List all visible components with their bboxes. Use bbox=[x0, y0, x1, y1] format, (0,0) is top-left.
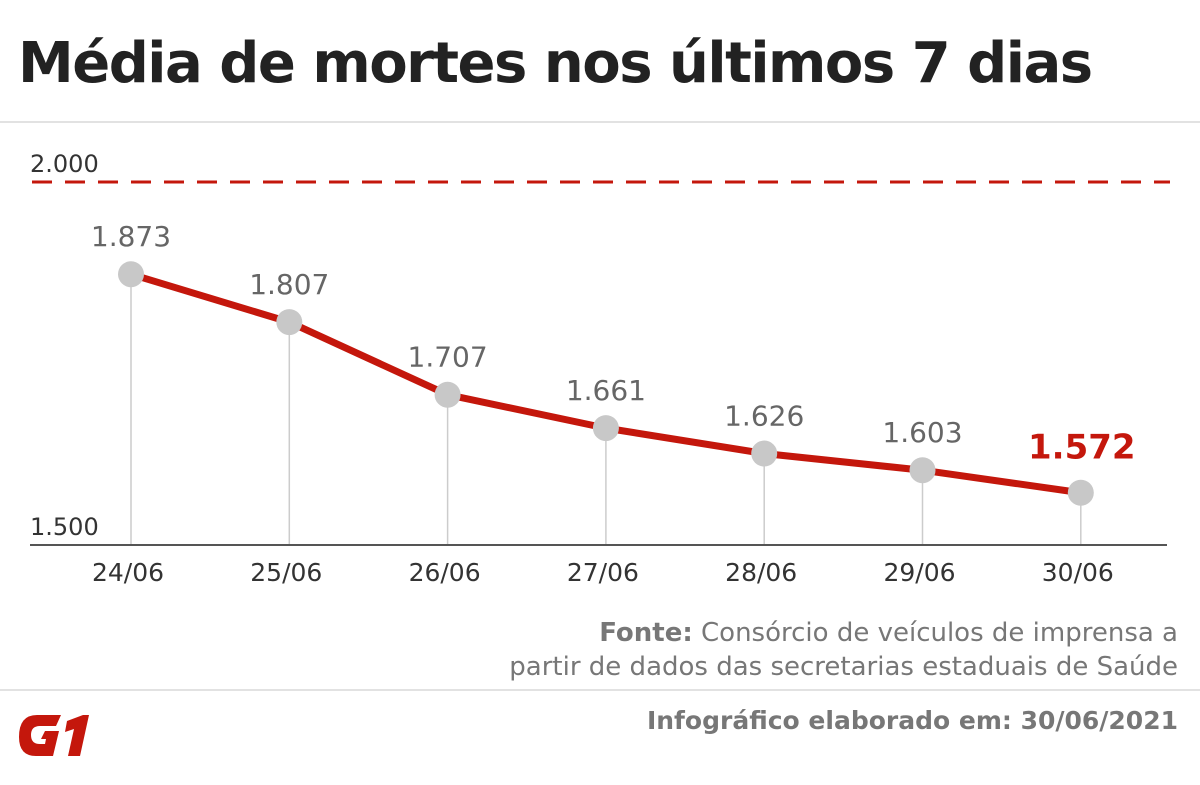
y-tick-label: 2.000 bbox=[30, 150, 99, 178]
x-tick-label: 25/06 bbox=[250, 558, 322, 587]
top-divider bbox=[0, 121, 1200, 123]
data-point bbox=[118, 261, 144, 288]
x-tick-label: 29/06 bbox=[883, 558, 955, 587]
data-point bbox=[592, 415, 619, 442]
data-label: 1.873 bbox=[91, 220, 171, 253]
source-line-2: partir de dados das secretarias estaduai… bbox=[509, 652, 1178, 682]
data-label: 1.603 bbox=[882, 416, 962, 449]
data-label: 1.572 bbox=[1028, 428, 1136, 468]
bottom-divider bbox=[0, 689, 1200, 691]
x-tick-label: 26/06 bbox=[409, 558, 481, 587]
x-tick-label: 28/06 bbox=[725, 558, 797, 587]
data-point bbox=[434, 381, 461, 408]
x-tick-label: 30/06 bbox=[1042, 558, 1114, 587]
data-label: 1.807 bbox=[249, 268, 329, 301]
x-tick-label: 27/06 bbox=[567, 558, 639, 587]
line-chart: 1.500 2.000 1.873 1.807 1.707 1.661 1.626 1.603… bbox=[30, 150, 1170, 587]
credit-note: Infográfico elaborado em: 30/06/2021 bbox=[646, 706, 1178, 735]
source-line-1: Consórcio de veículos de imprensa a bbox=[701, 618, 1178, 648]
data-label: 1.707 bbox=[408, 341, 488, 374]
data-label: 1.626 bbox=[724, 400, 804, 433]
g1-logo bbox=[19, 715, 89, 756]
source-label: Fonte: bbox=[599, 618, 693, 648]
data-point bbox=[276, 309, 303, 336]
x-tick-label: 24/06 bbox=[92, 558, 164, 587]
y-tick-label: 1.500 bbox=[30, 513, 99, 541]
source-note: Fonte: Consórcio de veículos de imprensa… bbox=[509, 616, 1178, 684]
data-point bbox=[909, 457, 936, 484]
data-point bbox=[751, 440, 778, 467]
data-point bbox=[1067, 479, 1094, 506]
chart-title: Média de mortes nos últimos 7 dias bbox=[18, 31, 1093, 96]
data-label: 1.661 bbox=[566, 374, 646, 407]
